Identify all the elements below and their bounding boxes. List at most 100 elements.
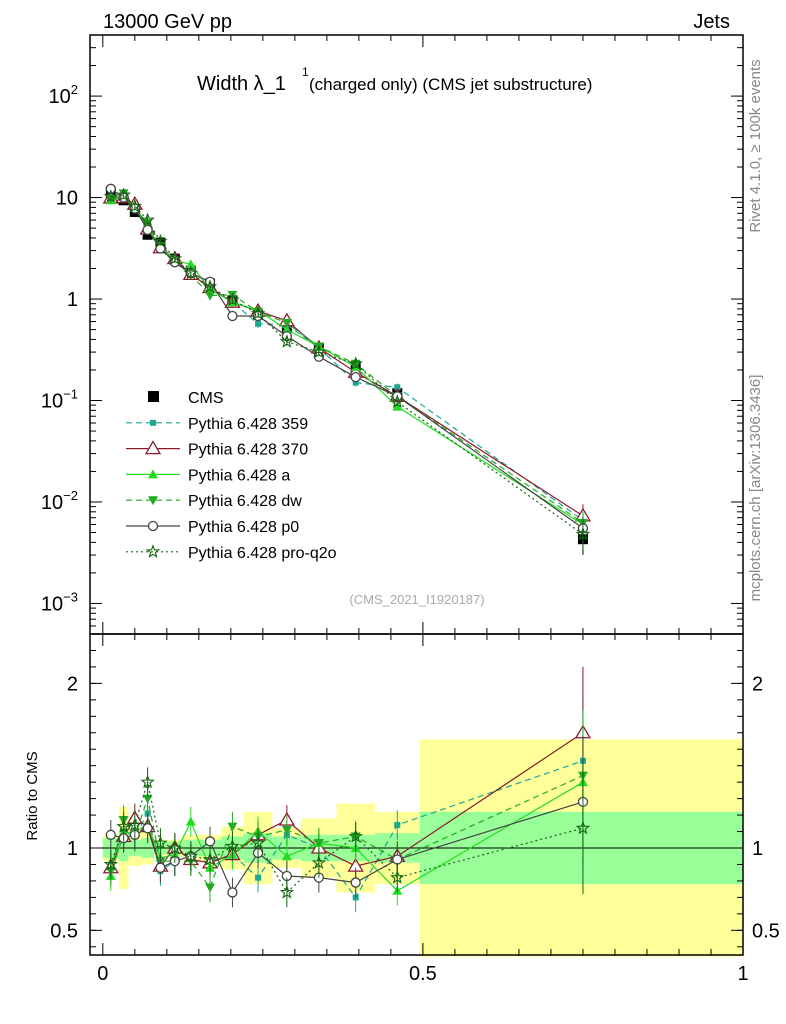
data-point [394,384,401,391]
ratio-point [167,840,182,855]
main-title: Width λ_1 1 (charged only) (CMS jet subs… [197,65,592,95]
legend-label: Pythia 6.428 370 [188,442,308,459]
series-line [110,192,584,524]
data-point [103,189,118,203]
series-pythia-6-428-359 [107,192,586,537]
series-line [110,196,584,517]
ratio-point [281,851,292,861]
ratio-point [390,870,405,884]
legend-marker [148,496,158,506]
watermark: (CMS_2021_I1920187) [349,592,484,607]
legend-item: Pythia 6.428 370 [126,440,308,459]
data-point [202,279,218,294]
data-point [279,334,295,348]
data-point [575,526,591,541]
x-tick-label: 0.5 [409,963,437,985]
data-point [392,401,403,411]
data-point [140,212,155,227]
legend-label: CMS [188,390,224,407]
y-tick-label: 10−2 [41,488,78,514]
legend-label: Pythia 6.428 359 [188,416,308,433]
data-point [250,305,266,320]
ratio-point [350,877,361,888]
ratio-point [392,854,403,865]
legend-marker [145,544,161,558]
series-pythia-6-428-p0 [105,183,589,545]
data-point [255,320,262,327]
data-point [390,394,405,408]
ratio-point [103,856,118,871]
ratio-point [155,862,166,873]
x-tick-label: 0 [97,963,108,985]
x-tick-label: 1 [737,963,748,985]
ratio-point [127,817,142,832]
ratio-point [311,855,327,870]
ratio-point [116,819,131,833]
ratio-y-tick-label: 2 [67,673,78,695]
data-point [348,356,363,370]
ratio-point [313,839,324,849]
y-tick-exp: −3 [63,589,78,604]
series-pythia-6-428-370 [102,189,592,532]
legend-item: CMS [148,390,224,407]
legend-item: Pythia 6.428 359 [126,416,308,433]
ratio-point [204,836,216,847]
ratio-point [575,820,591,835]
legend-marker [150,419,156,426]
y-tick-exp: −2 [63,488,78,503]
legend-item: Pythia 6.428 pro-q2o [126,544,337,562]
y-tick-label: 10−3 [41,589,78,615]
ratio-y-tick-label: 0.5 [50,920,78,942]
data-point [116,187,131,202]
title-rest: (charged only) (CMS jet substructure) [309,75,592,94]
ratio-point [183,848,198,863]
title-main: Width λ_1 [197,73,286,95]
y-tick-label: 102 [49,82,78,108]
ratio-point [205,883,216,893]
ratio-point [255,874,262,881]
ratio-frame [89,633,744,956]
series-line [110,194,584,535]
ratio-point [227,887,238,898]
ratio-point [394,821,401,828]
legend-item: Pythia 6.428 p0 [126,519,299,536]
header-right: Jets [693,11,730,33]
series-line [110,188,584,529]
data-point [225,292,240,307]
data-point [227,310,238,322]
header-left: 13000 GeV pp [103,11,232,33]
rivet-label: Rivet 4.1.0, ≥ 100k events [747,59,764,232]
legend-item: Pythia 6.428 a [126,467,290,484]
main-plot: 10−3 10−2 10−1 1 10 102 [41,34,744,635]
ratio-point [348,828,363,843]
legend-marker [148,469,158,479]
ratio-y-tick-label-right: 2 [752,673,763,695]
ratio-point [142,823,153,834]
data-point [185,259,196,269]
y-tick-exp: 2 [71,82,78,97]
legend-label: Pythia 6.428 p0 [188,519,299,536]
data-point [311,344,327,359]
y-tick-label: 10 [56,188,78,210]
data-point [167,251,182,265]
y-tick-exp: −1 [63,387,78,402]
ratio-point [279,884,295,899]
series-line [110,195,584,521]
legend-marker [147,520,159,532]
ratio-point [250,835,266,850]
data-point [153,233,168,248]
data-point [127,198,142,213]
series-pythia-6-428-pro-q2o [103,187,591,551]
data-point [205,291,216,301]
legend: CMS Pythia 6.428 359 Pythia 6.428 370 Pythi… [126,390,337,562]
series-pythia-6-428-dw [105,189,588,539]
ratio-point [140,774,155,789]
legend-label: Pythia 6.428 a [188,467,290,484]
data-point [352,379,359,386]
ratio-point [185,816,196,826]
data-point [350,371,361,383]
legend-label: Pythia 6.428 dw [188,493,302,510]
legend-swatch [148,391,159,402]
legend-item: Pythia 6.428 dw [126,493,302,510]
